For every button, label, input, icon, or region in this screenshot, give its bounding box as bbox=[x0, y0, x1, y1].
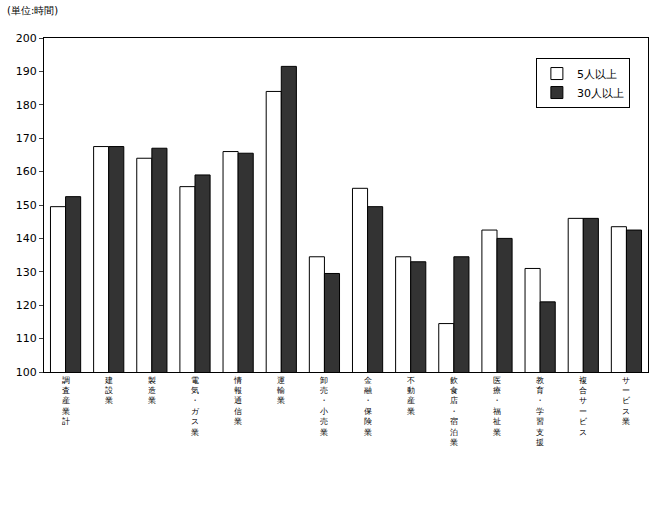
svg-text:製造業: 製造業 bbox=[148, 376, 156, 406]
svg-text:飲食店・宿泊業: 飲食店・宿泊業 bbox=[450, 376, 458, 447]
svg-text:130: 130 bbox=[16, 266, 37, 279]
svg-text:30人以上: 30人以上 bbox=[577, 87, 624, 100]
svg-text:不動産業: 不動産業 bbox=[407, 376, 415, 416]
svg-text:110: 110 bbox=[16, 332, 37, 345]
svg-text:サービス業: サービス業 bbox=[622, 376, 631, 427]
svg-text:電気・ガス業: 電気・ガス業 bbox=[191, 376, 200, 437]
svg-text:運輸業: 運輸業 bbox=[277, 376, 285, 406]
svg-text:200: 200 bbox=[16, 32, 37, 45]
svg-text:140: 140 bbox=[16, 232, 37, 245]
svg-text:医療・福祉業: 医療・福祉業 bbox=[493, 376, 501, 437]
svg-text:(単位:時間): (単位:時間) bbox=[7, 5, 58, 16]
svg-text:160: 160 bbox=[16, 165, 37, 178]
svg-text:卸売・小売業: 卸売・小売業 bbox=[320, 376, 328, 437]
svg-text:情報通信業: 情報通信業 bbox=[233, 376, 242, 427]
svg-text:複合サービス: 複合サービス bbox=[579, 376, 588, 437]
svg-text:5人以上: 5人以上 bbox=[577, 68, 617, 81]
svg-text:100: 100 bbox=[16, 366, 37, 379]
svg-text:120: 120 bbox=[16, 299, 37, 312]
svg-text:190: 190 bbox=[16, 65, 37, 78]
svg-text:教育・学習支援: 教育・学習支援 bbox=[536, 376, 544, 447]
svg-text:150: 150 bbox=[16, 199, 37, 212]
svg-text:建設業: 建設業 bbox=[104, 376, 113, 406]
svg-text:170: 170 bbox=[16, 132, 37, 145]
svg-text:金融・保険業: 金融・保険業 bbox=[364, 376, 372, 437]
svg-text:調査産業計: 調査産業計 bbox=[62, 376, 70, 427]
svg-text:180: 180 bbox=[16, 99, 37, 112]
